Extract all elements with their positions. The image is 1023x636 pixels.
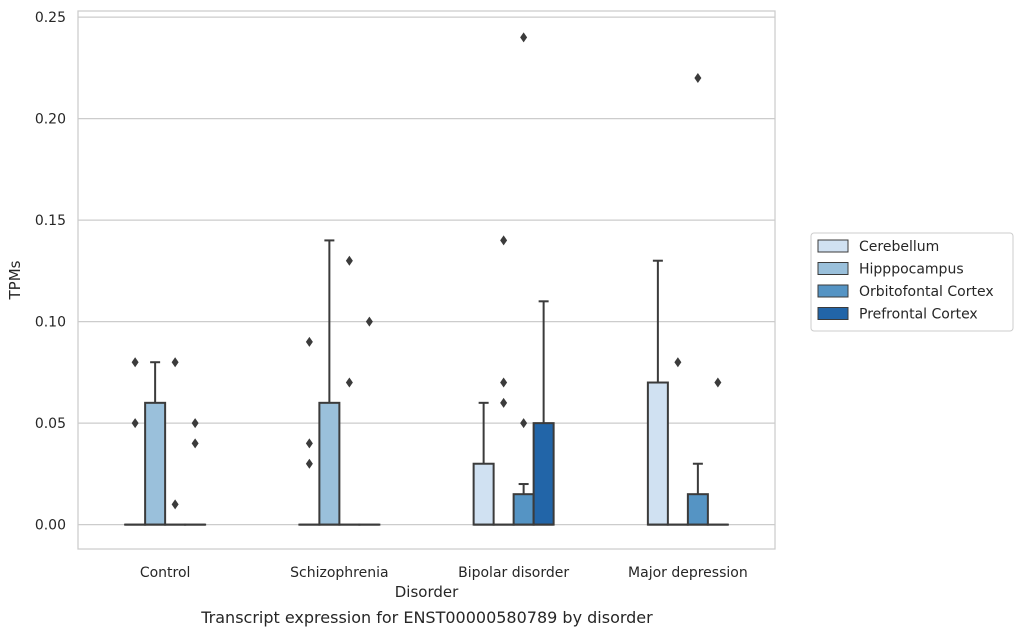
outlier-point — [500, 397, 508, 408]
box-prefrontal-cortex — [184, 418, 207, 526]
legend-swatch — [817, 239, 849, 253]
box-body — [318, 401, 341, 526]
outlier-point — [365, 316, 373, 327]
box-cerebellum — [472, 401, 495, 526]
y-tick-label: 0.20 — [35, 112, 66, 128]
x-tick-label: Bipolar disorder — [458, 565, 569, 581]
box-hipppocampus — [492, 235, 515, 526]
y-tick-labels: 0.00 0.05 0.10 0.15 0.20 0.25 — [35, 10, 66, 534]
x-axis-title: Disorder — [395, 583, 459, 601]
y-tick-label: 0.10 — [35, 315, 66, 331]
outlier-point — [171, 357, 179, 368]
y-tick-label: 0.15 — [35, 213, 66, 229]
outlier-point — [500, 377, 508, 388]
outlier-point — [674, 357, 682, 368]
y-tick-label: 0.05 — [35, 416, 66, 432]
box-body — [512, 493, 535, 526]
outlier-point — [131, 357, 139, 368]
box-orbitofontal-cortex — [686, 72, 709, 526]
outlier-point — [305, 458, 313, 469]
outlier-point — [131, 418, 139, 429]
box-hipppocampus — [144, 361, 167, 526]
outlier-point — [345, 255, 353, 266]
legend-swatch — [817, 262, 849, 275]
box-cerebellum — [646, 259, 669, 526]
x-tick-label: Major depression — [628, 565, 748, 581]
outlier-point — [520, 32, 528, 43]
box-body — [472, 462, 495, 526]
y-tick-label: 0.00 — [35, 518, 66, 534]
box-prefrontal-cortex — [532, 300, 555, 526]
outlier-point — [500, 235, 508, 246]
legend-frame — [810, 232, 1014, 332]
outlier-point — [305, 438, 313, 449]
outlier-point — [191, 418, 199, 429]
chart-caption: Transcript expression for ENST0000058078… — [200, 608, 653, 627]
plot-area-frame — [77, 10, 776, 550]
box-orbitofontal-cortex — [512, 32, 535, 526]
outlier-point — [171, 499, 179, 510]
outlier-point — [714, 377, 722, 388]
legend-label: Hipppocampus — [859, 262, 964, 278]
box-marks — [124, 32, 729, 526]
y-tick-label: 0.25 — [35, 10, 66, 26]
legend: Cerebellum Hipppocampus Orbitofontal Corte… — [810, 232, 1014, 332]
box-prefrontal-cortex — [706, 377, 729, 526]
box-body — [686, 493, 709, 526]
box-hipppocampus — [318, 239, 341, 526]
legend-swatch — [817, 307, 849, 320]
box-cerebellum — [298, 336, 321, 526]
legend-label: Prefrontal Cortex — [859, 307, 978, 323]
legend-swatch — [817, 284, 849, 298]
box-body — [532, 422, 555, 526]
outlier-point — [345, 377, 353, 388]
y-axis-title: TPMs — [6, 260, 24, 300]
outlier-point — [520, 418, 528, 429]
outlier-point — [191, 438, 199, 449]
box-prefrontal-cortex — [358, 316, 381, 526]
box-body — [144, 401, 167, 526]
box-body — [646, 381, 669, 526]
x-tick-label: Control — [140, 565, 191, 581]
x-tick-labels: Control Schizophrenia Bipolar disorder Majo… — [140, 565, 748, 581]
x-tick-label: Schizophrenia — [290, 565, 388, 581]
legend-label: Cerebellum — [859, 239, 939, 255]
outlier-point — [305, 336, 313, 347]
outlier-point — [694, 72, 702, 83]
legend-label: Orbitofontal Cortex — [859, 284, 994, 300]
box-orbitofontal-cortex — [164, 357, 187, 526]
